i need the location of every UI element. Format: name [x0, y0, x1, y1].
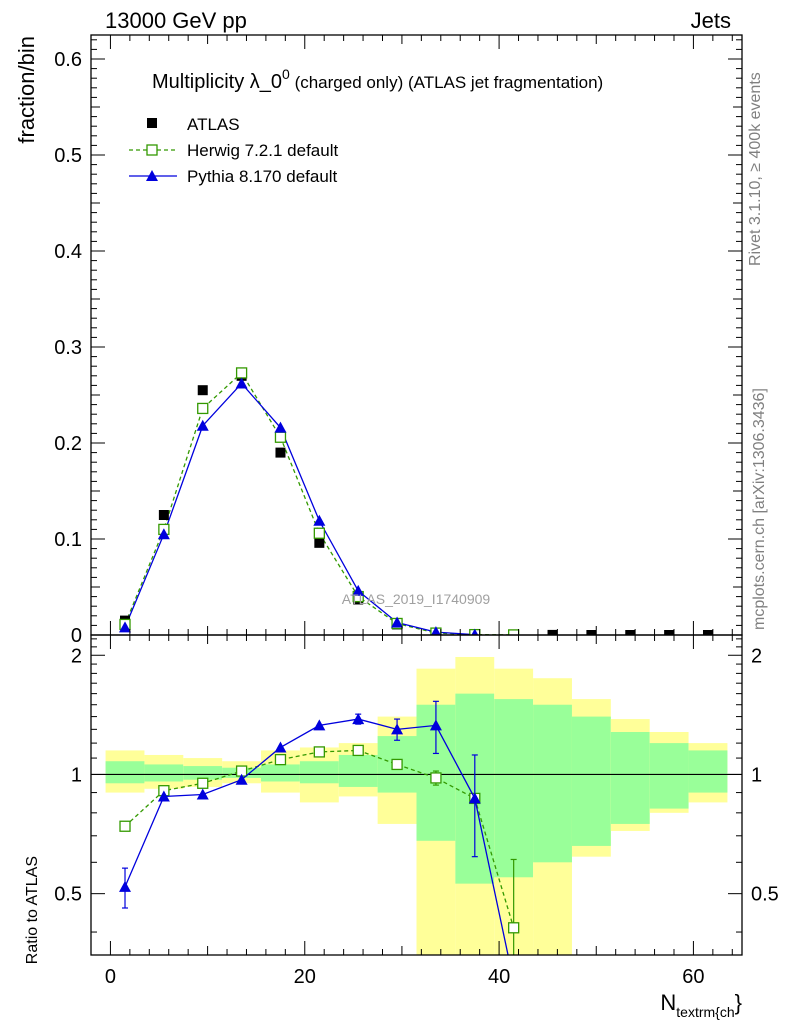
x-axis-label: Ntextrm{ch} [660, 990, 742, 1020]
legend-label-pythia: Pythia 8.170 default [187, 167, 338, 186]
data-point-square [158, 510, 169, 520]
stat-uncertainty-band-bin [183, 766, 223, 780]
ratio-point-open-square [313, 746, 325, 758]
ratio-y-tick-label: 0.5 [54, 884, 82, 906]
x-tick-label: 60 [682, 966, 704, 988]
mcplots-reference-label: mcplots.cern.ch [arXiv:1306.3436] [751, 388, 768, 630]
stat-uncertainty-band-bin [299, 761, 339, 784]
ratio-point-triangle [429, 719, 442, 731]
plot-title: Multiplicity λ_00 (charged only) (ATLAS … [152, 66, 603, 93]
ratio-point-open-square [430, 772, 442, 784]
ratio-point-open-square [508, 922, 520, 934]
stat-uncertainty-band-bin [105, 761, 145, 784]
stat-uncertainty-band-bin [494, 699, 534, 878]
ratio-point-triangle [157, 790, 170, 802]
data-point-square [314, 537, 325, 548]
ratio-point-triangle [274, 741, 287, 753]
legend-marker-atlas [147, 118, 157, 128]
main-plot-series [119, 367, 713, 635]
data-point-square [275, 447, 286, 458]
data-point-triangle [471, 628, 479, 635]
y-tick-label: 0 [71, 625, 82, 647]
ratio-plot-series [119, 700, 520, 955]
data-point-square [197, 385, 208, 396]
ratio-point-triangle [119, 880, 132, 892]
data-point-triangle [235, 377, 248, 389]
data-point-triangle [119, 621, 132, 633]
stat-uncertainty-band-bin [571, 716, 611, 846]
ratio-point-open-square [197, 777, 209, 789]
stat-uncertainty-band-bin [338, 754, 378, 787]
data-point-square [664, 630, 675, 635]
ratio-y-tick-label-right: 1 [751, 764, 762, 786]
x-tick-label: 20 [294, 966, 316, 988]
data-point-square [586, 630, 597, 635]
y-tick-label: 0.3 [54, 337, 82, 359]
stat-uncertainty-band-bin [144, 764, 184, 782]
legend-marker-pythia [146, 170, 158, 181]
ratio-point-triangle [235, 773, 248, 785]
legend: ATLAS Herwig 7.2.1 default Pythia 8.170 … [129, 115, 338, 186]
legend-marker-herwig [146, 144, 158, 156]
stat-uncertainty-band-bin [649, 743, 689, 809]
ratio-point-open-square [391, 758, 403, 771]
y-tick-label: 0.4 [54, 241, 82, 263]
ratio-point-open-square [119, 820, 131, 832]
ratio-y-tick-label-right: 0.5 [751, 884, 779, 906]
data-point-triangle [196, 419, 209, 431]
ratio-point-triangle [391, 723, 404, 735]
data-point-square [547, 629, 558, 635]
y-tick-label: 0.1 [54, 529, 82, 551]
stat-uncertainty-band-bin [261, 764, 300, 782]
data-point-triangle [391, 616, 404, 628]
data-point-triangle [313, 514, 326, 526]
y-tick-label: 0.2 [54, 433, 82, 455]
ratio-y-tick-label: 1 [71, 764, 82, 786]
ratio-point-triangle [468, 792, 481, 804]
ratio-y-tick-label: 2 [71, 645, 82, 667]
y-axis-label: fraction/bin [14, 36, 39, 144]
header-energy: 13000 GeV pp [105, 8, 247, 33]
data-point-open-square [313, 527, 325, 539]
ratio-uncertainty-bands [91, 656, 742, 955]
data-point-square [625, 630, 636, 635]
data-point-triangle [431, 626, 441, 635]
x-tick-label: 0 [105, 966, 116, 988]
data-point-triangle [352, 584, 365, 596]
ratio-point-open-square [274, 753, 287, 766]
analysis-watermark: ATLAS_2019_I1740909 [342, 591, 491, 607]
y-tick-label: 0.6 [54, 49, 82, 71]
header-process: Jets [691, 8, 731, 33]
data-point-triangle [157, 528, 170, 540]
stat-uncertainty-band-bin [533, 704, 572, 863]
ratio-plot-frame [90, 634, 743, 956]
y-tick-label: 0.5 [54, 145, 82, 167]
ratio-point-triangle [313, 719, 326, 731]
data-point-square [702, 630, 713, 635]
data-point-open-square [235, 367, 248, 379]
stat-uncertainty-band-bin [610, 732, 650, 824]
ratio-y-axis-label: Ratio to ATLAS [24, 856, 41, 964]
ratio-point-triangle [352, 713, 365, 725]
data-point-open-square [197, 402, 209, 415]
rivet-version-label: Rivet 3.1.10, ≥ 400k events [747, 72, 764, 266]
legend-label-herwig: Herwig 7.2.1 default [187, 141, 338, 160]
legend-label-atlas: ATLAS [187, 115, 240, 134]
axes-and-ticks: 0 20 40 60 0 0.1 0.2 0.3 0.4 0.5 0.6 0.5 0.5 1 1 2 2 [54, 34, 779, 988]
x-tick-label: 40 [488, 966, 510, 988]
ratio-point-triangle [196, 788, 209, 800]
ratio-y-tick-label-right: 2 [751, 645, 762, 667]
stat-uncertainty-band-bin [688, 750, 728, 793]
data-point-triangle [274, 421, 287, 433]
data-point-open-square [274, 431, 287, 443]
ratio-point-open-square [352, 744, 364, 757]
series-line-2 [124, 382, 475, 635]
